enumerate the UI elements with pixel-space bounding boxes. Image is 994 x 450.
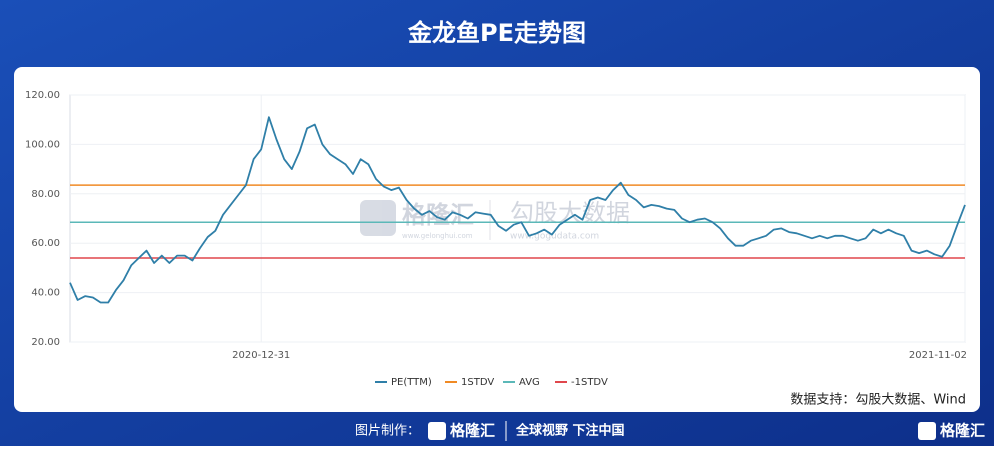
series-line <box>69 116 966 304</box>
y-tick-label: 80.00 <box>31 189 60 200</box>
y-tick-label: 20.00 <box>31 337 60 348</box>
watermark-brand: 格隆汇 <box>402 201 474 229</box>
legend-label: 1STDV <box>461 377 494 388</box>
footer-logo: 格隆汇 <box>450 422 495 440</box>
watermark-url: www.gelonghui.com <box>402 232 473 240</box>
footer-icon <box>428 422 446 440</box>
watermark-url: www.gogudata.com <box>510 232 599 242</box>
legend-label: -1STDV <box>571 377 608 388</box>
x-tick-label: 2021-11-02 <box>909 350 967 361</box>
card <box>14 67 980 412</box>
source: 数据支持：勾股大数据、Wind <box>790 393 966 408</box>
footer-slogan: 全球视野 下注中国 <box>515 423 625 439</box>
y-tick-label: 60.00 <box>31 238 60 249</box>
legend-label: PE(TTM) <box>391 377 432 388</box>
watermark-icon <box>360 200 396 236</box>
y-tick-label: 120.00 <box>25 90 60 101</box>
footer-right-logo: 格隆汇 <box>940 422 985 440</box>
y-tick-label: 40.00 <box>31 288 60 299</box>
y-tick-label: 100.00 <box>25 139 60 150</box>
legend-label: AVG <box>519 377 540 388</box>
x-tick-label: 2020-12-31 <box>232 350 290 361</box>
footer-icon <box>918 422 936 440</box>
legend: PE(TTM) 1STDV AVG -1STDV <box>375 377 608 388</box>
chart-title: 金龙鱼PE走势图 <box>407 19 586 47</box>
footer: 图片制作： 格隆汇 全球视野 下注中国 格隆汇 <box>355 421 985 441</box>
footer-made-by: 图片制作： <box>355 424 420 439</box>
